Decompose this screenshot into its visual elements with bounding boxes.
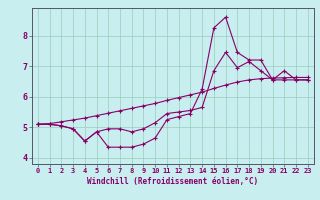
X-axis label: Windchill (Refroidissement éolien,°C): Windchill (Refroidissement éolien,°C) <box>87 177 258 186</box>
